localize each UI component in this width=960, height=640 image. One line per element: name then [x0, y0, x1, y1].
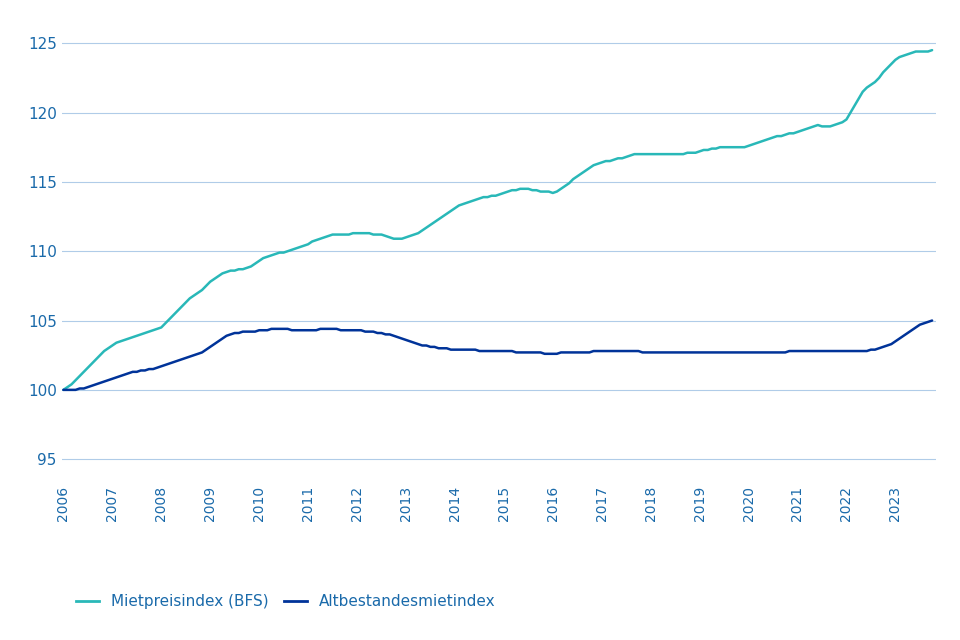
Altbestandesmietindex: [58, 386, 69, 394]
Altbestandesmietindex: [494, 348, 506, 355]
Altbestandesmietindex: [820, 348, 831, 355]
Mietpreisindex (BFS): [58, 386, 69, 394]
Altbestandesmietindex: [372, 329, 383, 337]
Mietpreisindex (BFS): [731, 143, 742, 151]
Altbestandesmietindex: [600, 348, 612, 355]
Altbestandesmietindex: [731, 349, 742, 356]
Mietpreisindex (BFS): [600, 157, 612, 165]
Mietpreisindex (BFS): [429, 218, 441, 226]
Altbestandesmietindex: [926, 317, 938, 324]
Altbestandesmietindex: [429, 343, 441, 351]
Mietpreisindex (BFS): [926, 46, 938, 54]
Mietpreisindex (BFS): [494, 191, 506, 198]
Legend: Mietpreisindex (BFS), Altbestandesmietindex: Mietpreisindex (BFS), Altbestandesmietin…: [70, 588, 502, 616]
Mietpreisindex (BFS): [372, 231, 383, 239]
Mietpreisindex (BFS): [820, 123, 831, 131]
Line: Mietpreisindex (BFS): Mietpreisindex (BFS): [63, 50, 932, 390]
Line: Altbestandesmietindex: Altbestandesmietindex: [63, 321, 932, 390]
